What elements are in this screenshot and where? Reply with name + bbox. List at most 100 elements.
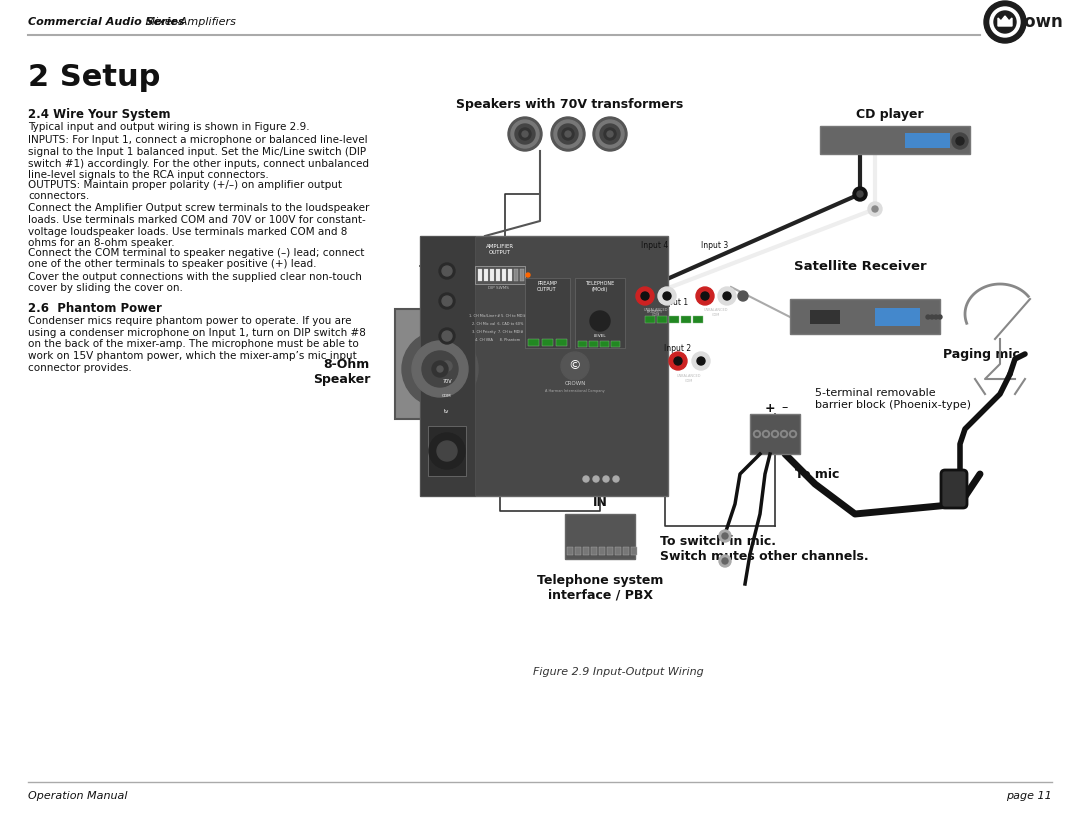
Circle shape [773, 433, 777, 435]
Bar [542, 339, 553, 346]
Bar [669, 316, 679, 323]
Circle shape [723, 533, 728, 539]
Bar [514, 269, 518, 281]
Circle shape [984, 1, 1026, 43]
Bar [502, 269, 507, 281]
Bar [657, 316, 667, 323]
Bar [519, 269, 524, 281]
Bar [611, 341, 620, 347]
Bar [820, 126, 970, 154]
Bar [490, 269, 494, 281]
Circle shape [719, 530, 731, 542]
Circle shape [515, 124, 535, 144]
Text: 70V: 70V [442, 379, 451, 384]
Text: Paging mic: Paging mic [943, 348, 1020, 360]
Bar [565, 514, 635, 559]
Text: LEVEL: LEVEL [594, 334, 606, 338]
Text: 5-terminal removable
barrier block (Phoenix-type): 5-terminal removable barrier block (Phoe… [815, 388, 971, 409]
Circle shape [994, 11, 1016, 33]
Bar [525, 278, 570, 348]
Circle shape [934, 315, 939, 319]
Text: Typical input and output wiring is shown in Figure 2.9.: Typical input and output wiring is shown… [28, 122, 310, 132]
Bar [589, 341, 598, 347]
Text: Telephone system
interface / PBX: Telephone system interface / PBX [537, 574, 663, 602]
Circle shape [783, 433, 785, 435]
Text: COM: COM [685, 379, 693, 383]
Text: ©: © [569, 359, 581, 373]
Bar [478, 269, 482, 281]
Circle shape [853, 187, 867, 201]
Circle shape [613, 476, 619, 482]
Circle shape [604, 128, 616, 140]
Circle shape [526, 273, 530, 277]
Text: UNBALANCED: UNBALANCED [644, 308, 669, 312]
Text: 8-Ohm
Speaker: 8-Ohm Speaker [312, 358, 370, 386]
Circle shape [990, 7, 1020, 37]
Text: Speakers with 70V transformers: Speakers with 70V transformers [457, 98, 684, 110]
Circle shape [442, 331, 453, 341]
Circle shape [658, 287, 676, 305]
Circle shape [762, 430, 769, 438]
Bar [496, 269, 500, 281]
Circle shape [565, 131, 571, 137]
Bar [428, 426, 465, 476]
Bar [905, 133, 950, 148]
Text: INPUTS: For Input 1, connect a microphone or balanced line-level
signal to the I: INPUTS: For Input 1, connect a microphon… [28, 135, 369, 180]
Bar [645, 316, 654, 323]
Text: –: – [782, 401, 788, 414]
Circle shape [868, 202, 882, 216]
Text: Operation Manual: Operation Manual [28, 791, 127, 801]
Circle shape [956, 137, 964, 145]
Text: 2 Setup: 2 Setup [28, 63, 160, 92]
Text: 2. CH Mic val  6. CAD to 60%: 2. CH Mic val 6. CAD to 60% [472, 322, 524, 326]
Circle shape [642, 292, 649, 300]
Text: 1. CH Mic/Line+# 5. CH to MDl#: 1. CH Mic/Line+# 5. CH to MDl# [470, 314, 527, 318]
Bar [508, 269, 512, 281]
Circle shape [590, 311, 610, 331]
Text: crown: crown [1007, 13, 1064, 31]
Circle shape [754, 430, 760, 438]
Polygon shape [998, 16, 1012, 26]
Text: OUTPUTS: Maintain proper polarity (+/–) on amplifier output
connectors.: OUTPUTS: Maintain proper polarity (+/–) … [28, 180, 342, 201]
Text: Input 1: Input 1 [661, 298, 689, 307]
Bar [556, 339, 567, 346]
Circle shape [558, 124, 578, 144]
Circle shape [696, 287, 714, 305]
Text: COM: COM [712, 313, 720, 317]
Circle shape [402, 331, 478, 407]
Circle shape [519, 128, 531, 140]
Text: TELEPHONE
(MOdi): TELEPHONE (MOdi) [585, 281, 615, 292]
Text: Input 3: Input 3 [701, 241, 729, 250]
Text: COM: COM [442, 394, 451, 398]
Bar [681, 316, 691, 323]
Text: +: + [765, 401, 775, 414]
Circle shape [872, 206, 878, 212]
Text: CD player: CD player [856, 108, 923, 120]
Circle shape [551, 117, 585, 151]
Bar [615, 547, 621, 555]
Text: To mic: To mic [795, 468, 839, 480]
Circle shape [636, 287, 654, 305]
Bar [875, 308, 920, 326]
Circle shape [593, 476, 599, 482]
FancyBboxPatch shape [941, 470, 967, 508]
Circle shape [438, 293, 455, 309]
Bar [750, 414, 800, 454]
Bar [810, 310, 840, 324]
Circle shape [522, 131, 528, 137]
Circle shape [437, 366, 443, 372]
Circle shape [723, 292, 731, 300]
Text: Connect the COM terminal to speaker negative (–) lead; connect
one of the other : Connect the COM terminal to speaker nega… [28, 248, 364, 269]
Bar [623, 547, 629, 555]
Circle shape [438, 263, 455, 279]
Text: CROWN: CROWN [565, 380, 585, 385]
Text: UNBALANCED: UNBALANCED [704, 308, 728, 312]
Text: Cover the output connections with the supplied clear non-touch
cover by sliding : Cover the output connections with the su… [28, 272, 362, 293]
Bar [528, 339, 539, 346]
Circle shape [781, 430, 787, 438]
Circle shape [789, 430, 797, 438]
Circle shape [593, 117, 627, 151]
Circle shape [765, 433, 768, 435]
Text: page 11: page 11 [1007, 791, 1052, 801]
Bar [567, 547, 573, 555]
